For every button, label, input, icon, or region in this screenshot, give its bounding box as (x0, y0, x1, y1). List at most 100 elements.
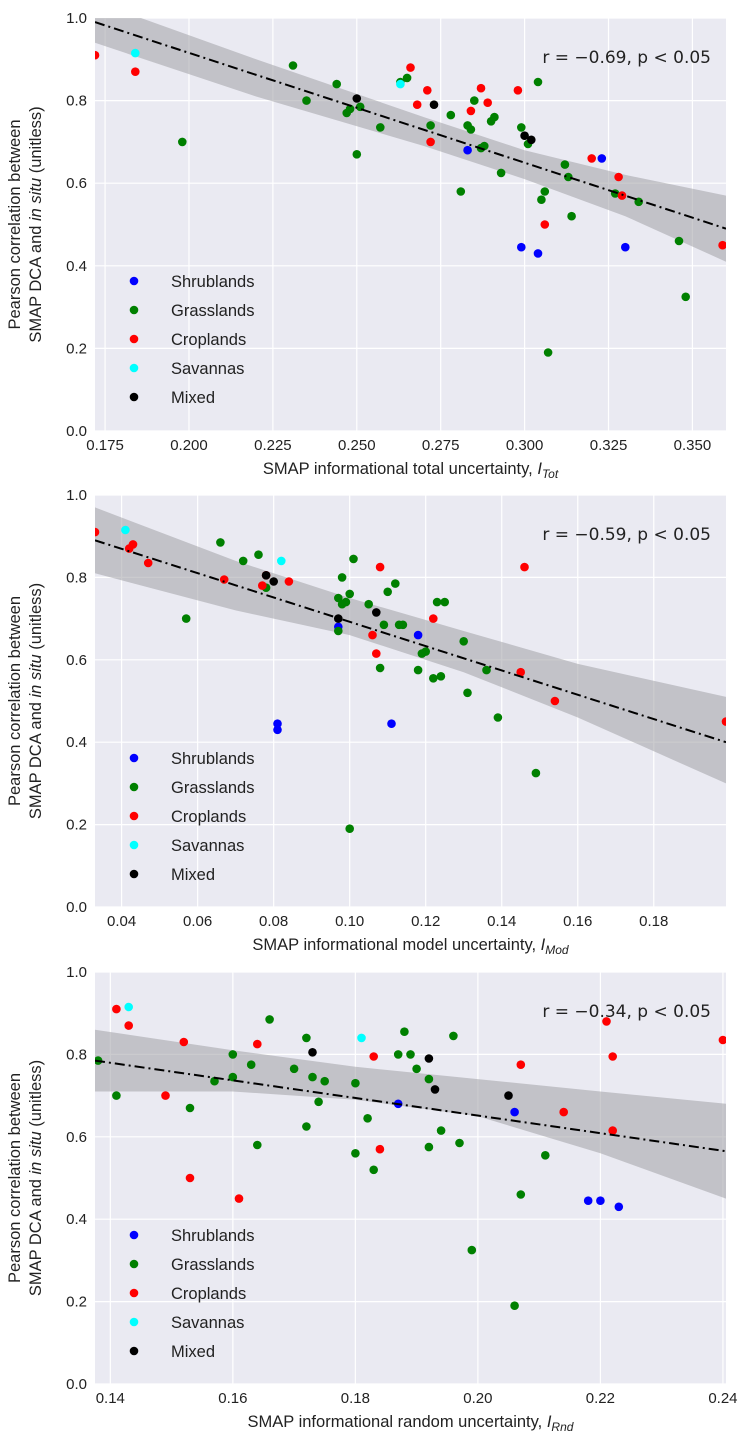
point-grasslands (252, 1140, 262, 1150)
y-tick-label: 0.0 (66, 423, 87, 440)
svg-text:SMAP DCA and in situ (unitles: SMAP DCA and in situ (unitless) (27, 1060, 45, 1296)
x-tick-label: 0.250 (338, 437, 376, 454)
legend-label: Grasslands (171, 1256, 254, 1274)
point-grasslands (265, 1015, 274, 1024)
svg-text:SMAP DCA and in situ (unitles: SMAP DCA and in situ (unitless) (27, 106, 45, 342)
point-grasslands (459, 637, 469, 646)
legend-marker (129, 1259, 139, 1269)
point-shrublands (273, 725, 282, 735)
point-grasslands (540, 187, 550, 196)
legend-marker (129, 1288, 139, 1298)
point-croplands (516, 1060, 526, 1069)
point-grasslands (238, 556, 248, 566)
x-tick-label: 0.16 (563, 913, 592, 930)
point-mixed (429, 100, 439, 109)
point-grasslands (490, 112, 499, 122)
point-croplands (131, 67, 140, 76)
point-croplands (252, 1039, 262, 1049)
point-savannas (277, 556, 286, 566)
point-mixed (372, 608, 381, 617)
panel-model-uncertainty: 0.04 0.06 0.08 0.10 0.12 0.14 0.16 0.18 0.0 0.2 0.… (6, 487, 726, 957)
point-grasslands (178, 137, 187, 147)
point-grasslands (413, 665, 423, 675)
legend-marker (129, 305, 139, 315)
point-grasslands (376, 123, 385, 132)
point-grasslands (426, 121, 435, 130)
x-tick-label: 0.200 (170, 437, 208, 454)
x-tick-label: 0.06 (183, 913, 212, 930)
point-croplands (540, 220, 550, 229)
point-shrublands (273, 719, 282, 728)
point-grasslands (449, 1031, 458, 1041)
point-grasslands (432, 597, 442, 607)
point-croplands (721, 717, 726, 726)
correlation-annotation: r = −0.34, p < 0.05 (542, 1002, 711, 1022)
legend-marker (129, 1346, 139, 1356)
legend-marker (129, 811, 139, 821)
point-shrublands (614, 1202, 624, 1212)
point-croplands (513, 86, 523, 95)
x-tick-label: 0.14 (96, 1390, 125, 1407)
y-tick-label: 0.6 (66, 175, 87, 192)
legend-label: Croplands (171, 808, 246, 826)
point-grasslands (351, 1078, 360, 1088)
point-croplands (369, 1052, 379, 1061)
y-tick-label: 1.0 (66, 487, 87, 504)
regression-line (95, 1059, 726, 1153)
point-grasslands (289, 1064, 299, 1074)
point-croplands (412, 100, 422, 109)
point-croplands (219, 575, 229, 584)
point-grasslands (463, 688, 472, 698)
point-croplands (185, 1173, 195, 1183)
point-grasslands (564, 172, 573, 182)
point-croplands (423, 86, 432, 95)
point-mixed (520, 131, 529, 140)
point-croplands (234, 1194, 244, 1203)
point-croplands (429, 614, 438, 623)
point-grasslands (352, 150, 362, 159)
point-grasslands (456, 187, 466, 196)
point-grasslands (455, 1138, 464, 1148)
point-grasslands (541, 1151, 550, 1160)
point-croplands (95, 527, 100, 537)
y-axis-label: Pearson correlation between SMAP DCA and … (6, 583, 45, 819)
point-grasslands (369, 1165, 379, 1175)
point-grasslands (345, 104, 355, 114)
svg-text:Pearson correlation between: Pearson correlation between (6, 596, 24, 806)
point-grasslands (228, 1050, 238, 1059)
legend-label: Croplands (171, 1285, 246, 1303)
point-croplands (608, 1052, 617, 1061)
legend-label: Mixed (171, 866, 215, 884)
plot-area (95, 972, 726, 1384)
point-grasslands (436, 672, 446, 681)
point-shrublands (533, 249, 543, 258)
confidence-band (95, 1029, 726, 1199)
y-tick-label: 0.6 (66, 1129, 87, 1146)
point-grasslands (288, 61, 298, 70)
point-croplands (179, 1037, 189, 1047)
legend-marker (129, 276, 139, 286)
point-grasslands (308, 1072, 317, 1082)
point-grasslands (181, 614, 191, 623)
point-mixed (504, 1091, 513, 1100)
point-croplands (608, 1126, 617, 1135)
point-grasslands (510, 1301, 519, 1310)
point-croplands (466, 106, 476, 116)
point-grasslands (364, 599, 374, 609)
point-croplands (128, 540, 138, 549)
point-croplands (516, 667, 525, 677)
panel-total-uncertainty: 0.175 0.200 0.225 0.250 0.275 0.300 0.325 0.350… (6, 10, 726, 481)
y-tick-label: 1.0 (66, 964, 87, 981)
point-mixed (430, 1085, 440, 1094)
point-grasslands (560, 160, 570, 169)
point-grasslands (517, 123, 526, 132)
legend-marker (129, 840, 139, 850)
point-grasslands (421, 647, 431, 656)
y-tick-label: 0.6 (66, 652, 87, 669)
point-grasslands (314, 1097, 323, 1107)
x-tick-label: 0.16 (218, 1390, 247, 1407)
point-shrublands (413, 630, 423, 640)
point-croplands (587, 154, 596, 163)
point-grasslands (681, 292, 690, 302)
y-tick-label: 0.8 (66, 93, 87, 110)
